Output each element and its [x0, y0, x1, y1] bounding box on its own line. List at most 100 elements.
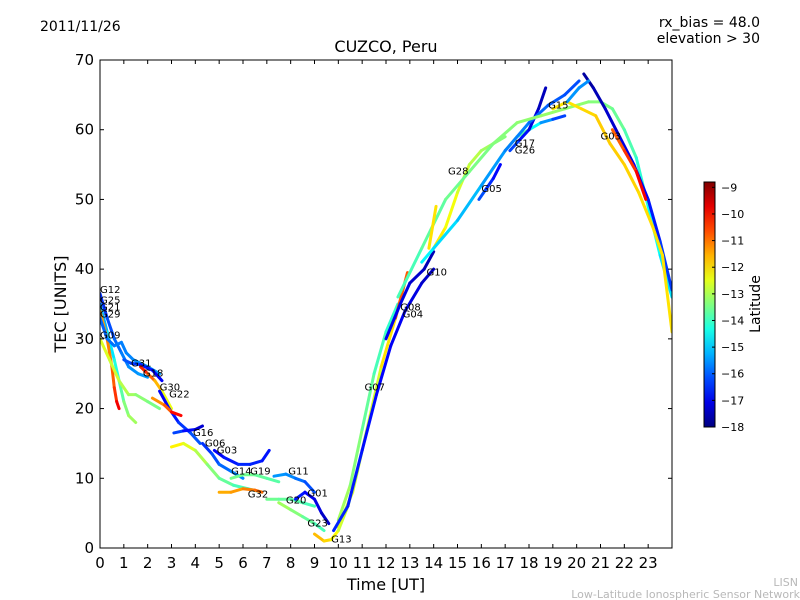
series-segment [170, 441, 185, 449]
x-tick-label: 6 [238, 554, 248, 572]
series-segment [591, 86, 607, 111]
series-label: G30 [160, 383, 180, 394]
series-segment [618, 135, 636, 167]
series-segment [129, 361, 143, 367]
x-tick-label: 4 [191, 554, 201, 572]
series-segment [193, 448, 209, 466]
series-segment [637, 190, 655, 229]
series-segment [162, 403, 173, 414]
series-g05 [477, 163, 502, 201]
series-segment [346, 448, 364, 508]
watermark-lisn: LISN [773, 576, 798, 589]
series-label: G22 [169, 390, 189, 401]
series-segment [241, 487, 257, 492]
series-label: G12 [100, 285, 120, 296]
colorbar-tick-label: −9 [721, 181, 737, 194]
series-segment [491, 121, 519, 146]
series-segment [408, 267, 426, 285]
series-label: G09 [100, 330, 120, 341]
watermark-network: Low-Latitude Ionospheric Sensor Network [571, 588, 800, 600]
series-segment [170, 410, 183, 418]
colorbar-tick-label: −11 [721, 235, 744, 248]
colorbar-tick-label: −14 [721, 314, 744, 327]
series-label: G03 [217, 445, 237, 456]
series-segment [456, 183, 483, 222]
series-segment [160, 389, 173, 411]
series-segment [313, 497, 324, 515]
y-axis-ticks: 0 10 20 30 40 50 60 70 [75, 51, 672, 557]
annotation-rx-bias: rx_bias = 48.0 [659, 15, 760, 31]
y-tick-label: 50 [75, 190, 94, 208]
series-segment [119, 340, 128, 355]
series-segment [105, 316, 116, 341]
series-segment [146, 400, 162, 411]
series-segment [384, 302, 400, 334]
series-unlabeled-33 [610, 128, 648, 201]
series-segment [565, 100, 583, 111]
x-tick-label: 14 [424, 554, 443, 572]
colorbar-tick-label: −15 [721, 341, 744, 354]
x-tick-label: 1 [119, 554, 129, 572]
x-tick-label: 17 [496, 554, 515, 572]
series-segment [313, 532, 326, 543]
series-segment [432, 218, 459, 250]
x-tick-label: 23 [639, 554, 658, 572]
series-segment [172, 429, 185, 435]
series-segment [139, 363, 154, 372]
series-segment [479, 149, 507, 187]
series-label: G11 [288, 466, 308, 477]
y-tick-label: 20 [75, 400, 94, 418]
x-tick-label: 15 [448, 554, 467, 572]
series-segment [539, 117, 555, 125]
series-unlabeled-31 [551, 100, 672, 334]
x-tick-label: 9 [310, 554, 320, 572]
series-segment [565, 86, 581, 104]
series-segment [212, 448, 226, 459]
series-segment [467, 149, 483, 167]
series-segment [153, 379, 164, 393]
series-g10 [384, 250, 436, 341]
series-segment [313, 522, 326, 533]
series-segment [289, 497, 305, 505]
series-segment [389, 309, 407, 348]
series-segment [515, 114, 543, 125]
series-segment [546, 93, 567, 107]
series-segment [491, 163, 502, 181]
series-segment [610, 107, 626, 132]
series-segment [551, 114, 567, 121]
series-label: G15 [548, 100, 568, 111]
series-segment [158, 389, 171, 411]
series-label: G20 [286, 496, 306, 507]
y-tick-label: 60 [75, 121, 94, 139]
series-segment [181, 427, 197, 433]
y-tick-label: 0 [84, 539, 94, 557]
series-unlabeled-32 [427, 204, 438, 250]
series-segment [579, 107, 598, 118]
x-tick-label: 5 [214, 554, 224, 572]
series-segment [284, 472, 297, 480]
series-segment [634, 170, 648, 201]
series-g03 [212, 448, 271, 466]
series-segment [146, 372, 157, 383]
colorbar-tick-label: −12 [721, 261, 744, 274]
series-label: G23 [307, 519, 327, 530]
colorbar-tick-label: −18 [721, 421, 744, 434]
series-segment [348, 427, 364, 487]
series-segment [551, 100, 569, 111]
series-label: G07 [365, 383, 385, 394]
plot-frame [99, 59, 673, 549]
colorbar-tick-label: −16 [721, 368, 744, 381]
x-axis-ticks: 0 1 2 3 4 5 6 7 8 9 10 11 12 13 14 15 16 17 18 19 20 21 22 23 [95, 60, 658, 572]
series-segment [360, 372, 376, 431]
series-segment [503, 121, 531, 153]
x-tick-label: 3 [167, 554, 177, 572]
series-g15 [420, 79, 581, 264]
series-unlabeled-30 [582, 72, 672, 292]
colorbar-label: Latitude [748, 275, 764, 333]
series-g01 [293, 490, 331, 526]
colorbar-tick-label: −17 [721, 394, 744, 407]
colorbar-gradient [703, 181, 716, 428]
series-g11 [272, 472, 316, 494]
series-segment [658, 239, 672, 292]
series-segment [105, 337, 116, 348]
